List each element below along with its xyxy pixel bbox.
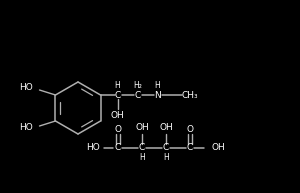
- Text: O: O: [187, 125, 194, 135]
- Text: N: N: [154, 91, 161, 100]
- Text: CH₃: CH₃: [181, 91, 198, 100]
- Text: C: C: [139, 144, 145, 152]
- Text: C: C: [134, 91, 141, 100]
- Text: OH: OH: [135, 124, 149, 133]
- Text: HO: HO: [19, 84, 32, 92]
- Text: OH: OH: [159, 124, 173, 133]
- Text: OH: OH: [111, 112, 124, 120]
- Text: C: C: [163, 144, 169, 152]
- Text: H₂: H₂: [133, 81, 142, 91]
- Text: H: H: [163, 153, 169, 163]
- Text: H: H: [154, 81, 160, 91]
- Text: H: H: [139, 153, 145, 163]
- Text: C: C: [114, 91, 121, 100]
- Text: C: C: [115, 144, 121, 152]
- Text: C: C: [187, 144, 193, 152]
- Text: O: O: [115, 125, 122, 135]
- Text: H: H: [115, 81, 120, 91]
- Text: OH: OH: [212, 144, 226, 152]
- Text: HO: HO: [19, 124, 32, 133]
- Text: HO: HO: [86, 144, 100, 152]
